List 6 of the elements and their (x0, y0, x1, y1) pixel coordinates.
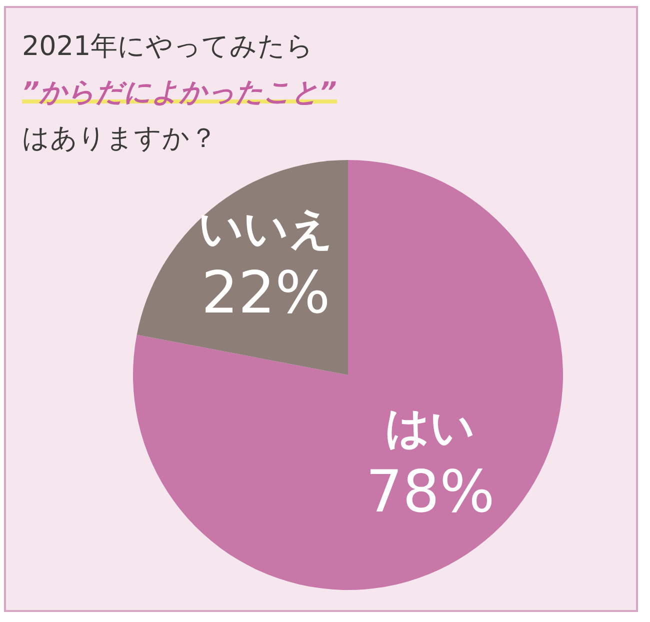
pie-slice (136, 160, 348, 375)
data-label: 22% (201, 258, 330, 327)
data-label: 78% (366, 457, 495, 526)
pie-slice (133, 160, 563, 590)
slice-label: いいえ (198, 204, 334, 255)
slice-label: はい (385, 402, 476, 454)
